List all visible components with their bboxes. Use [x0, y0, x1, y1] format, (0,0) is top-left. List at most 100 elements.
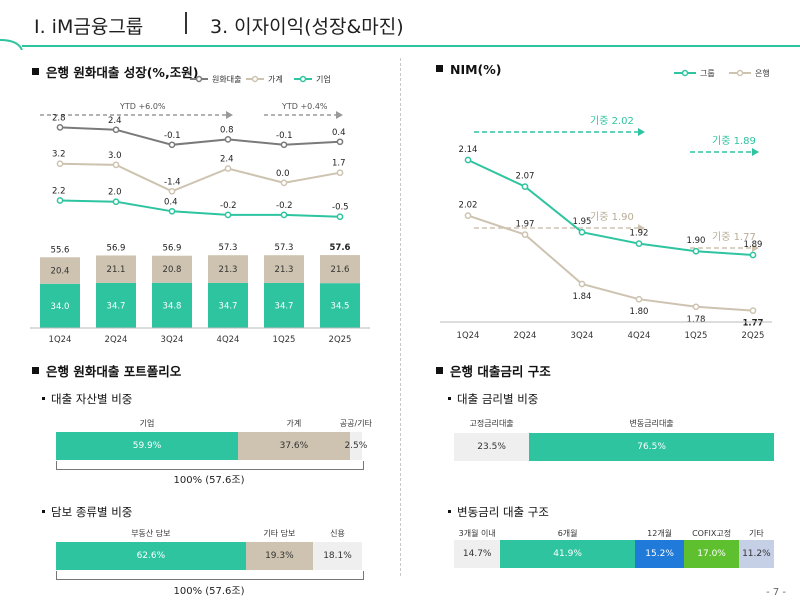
bar-household: [264, 255, 304, 283]
x-tick-label: 3Q24: [161, 335, 184, 345]
growth-label: 3.0: [108, 151, 122, 161]
bar-segment-label: 변동금리대출: [629, 419, 674, 428]
bar-corporate-label: 34.7: [219, 301, 238, 311]
asset-subtitle-text: 대출 자산별 비중: [51, 392, 133, 406]
by-rate-stacked-bar: 23.5% 76.5%: [454, 433, 774, 461]
bar-total-label: 57.3: [219, 243, 238, 253]
bar-household-label: 21.3: [219, 265, 238, 275]
nim-point: [635, 240, 643, 247]
bar-corporate-label: 34.7: [107, 301, 126, 311]
bank-2025-arrow-head: [752, 244, 759, 252]
asset-total: 100% (57.6조): [173, 475, 245, 486]
bar-segment: 2.5%: [344, 432, 367, 460]
growth-point: [224, 211, 232, 219]
nim-point-label: 1.80: [630, 307, 649, 317]
growth-point: [168, 187, 176, 195]
collateral-bracket: [56, 571, 364, 580]
growth-point: [56, 124, 64, 131]
growth-point: [336, 138, 344, 146]
bar-segment: 62.6%: [56, 542, 246, 570]
bullet-square-icon: [32, 68, 39, 75]
nim-point-label: 1.92: [630, 229, 649, 239]
bar-total-label: 57.6: [330, 243, 351, 253]
group-2025-label: 기중 1.89: [712, 135, 756, 147]
nim-title-text: NIM(%): [450, 62, 502, 77]
column-divider: [400, 58, 401, 576]
growth-label: -0.1: [164, 131, 181, 141]
nim-point-label: 1.95: [573, 217, 592, 227]
bar-corporate: [320, 283, 360, 328]
bullet-square-icon: [436, 65, 443, 72]
bar-segment: 37.6%: [238, 432, 350, 460]
growth-point: [112, 198, 120, 206]
growth-line-0: [59, 126, 341, 146]
bar-corporate-label: 34.8: [163, 301, 182, 311]
growth-point: [280, 211, 288, 219]
bullet-dot-icon: [42, 397, 45, 400]
header-separator: [185, 12, 187, 34]
asset-subtitle: 대출 자산별 비중: [42, 391, 132, 407]
growth-label: 0.0: [276, 169, 290, 179]
legend-marker: [251, 75, 259, 83]
by-rate-subtitle-text: 대출 금리별 비중: [457, 392, 539, 406]
growth-label: 3.2: [52, 150, 66, 160]
bar-household: [208, 255, 248, 283]
x-tick-label: 2Q25: [329, 335, 352, 345]
collateral-total: 100% (57.6조): [173, 586, 245, 597]
rate-structure-title-text: 은행 대출금리 구조: [450, 364, 551, 379]
asset-stacked-bar: 59.9% 37.6% 2.5%: [56, 432, 367, 460]
bar-corporate: [152, 282, 192, 328]
loan-growth-chart: 원화대출 가계 기업 YTD +6.0% YTD +0.4% 2.8 2.4 -0.1 0.8 -…: [30, 74, 370, 345]
legend-marker: [195, 75, 203, 83]
bar-household-label: 21.6: [331, 265, 350, 275]
growth-label: 2.4: [220, 155, 234, 165]
growth-label: -0.1: [276, 131, 293, 141]
bar-segment: 15.2%: [634, 540, 685, 568]
nim-point: [692, 303, 700, 311]
loan-growth-title-text: 은행 원화대출 성장(%,조원): [46, 65, 199, 80]
bar-segment-label: 12개월: [647, 529, 673, 538]
group-2024-label: 기중 2.02: [590, 115, 634, 127]
legend-label: 가계: [268, 74, 283, 84]
bullet-dot-icon: [448, 510, 451, 513]
bar-total-label: 56.9: [107, 243, 126, 253]
page-header: Ⅰ. iM금융그룹 3. 이자이익(성장&마진): [0, 0, 800, 50]
bar-segment: 23.5%: [454, 433, 530, 461]
nim-point-label: 1.78: [687, 315, 706, 325]
nim-line-0: [467, 159, 754, 256]
nim-point-label: 2.14: [459, 145, 478, 155]
bar-household-label: 20.8: [163, 265, 182, 275]
nim-point-label: 1.97: [516, 220, 535, 230]
nim-x-tick-label: 2Q25: [742, 331, 765, 341]
bar-corporate-label: 34.5: [331, 302, 350, 312]
bar-household-label: 21.3: [275, 265, 294, 275]
growth-point: [280, 179, 288, 187]
ytd-right-arrow-head: [336, 111, 343, 119]
bar-segment-label: 신용: [330, 529, 345, 538]
by-rate-subtitle: 대출 금리별 비중: [448, 391, 538, 407]
nim-point: [635, 295, 643, 303]
bullet-dot-icon: [448, 397, 451, 400]
rate-structure-title: 은행 대출금리 구조: [436, 361, 551, 380]
bar-segment-label: 가계: [286, 419, 302, 428]
nim-point-label: 1.89: [744, 240, 763, 250]
header-title: Ⅰ. iM금융그룹: [34, 16, 144, 38]
bank-2025-label: 기중 1.77: [712, 231, 756, 243]
growth-point: [56, 197, 64, 204]
nim-point: [749, 307, 757, 314]
growth-point: [280, 141, 288, 149]
growth-label: 2.8: [52, 113, 66, 123]
nim-x-tick-label: 1Q24: [457, 331, 480, 341]
bar-corporate: [264, 282, 304, 328]
x-tick-label: 1Q25: [273, 335, 296, 345]
collateral-subtitle: 담보 종류별 비중: [42, 504, 132, 520]
nim-x-tick-label: 4Q24: [628, 331, 651, 341]
nim-point-label: 2.07: [516, 172, 535, 182]
bar-household-label: 21.1: [107, 265, 126, 275]
nim-point: [578, 280, 586, 288]
growth-point: [224, 136, 232, 143]
nim-x-tick-label: 3Q24: [571, 331, 594, 341]
group-2025-arrow-head: [752, 148, 759, 156]
bar-total-label: 56.9: [163, 244, 182, 254]
bullet-dot-icon: [42, 510, 45, 513]
